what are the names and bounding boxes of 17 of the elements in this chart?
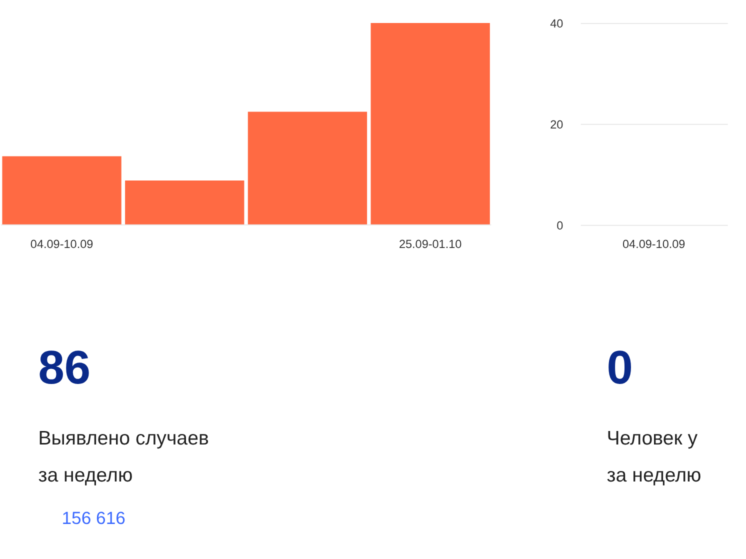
y-tick-label: 40 xyxy=(550,17,564,30)
x-tick-label: 04.09-10.09 xyxy=(30,238,94,251)
text: Выявлено случаев xyxy=(38,427,209,450)
bar xyxy=(248,112,368,225)
y-tick-label: 0 xyxy=(556,219,564,232)
text: за неделю xyxy=(38,464,133,487)
y-tick-label: 20 xyxy=(550,118,564,132)
text: за неделю xyxy=(606,464,702,487)
text: 156 616 xyxy=(62,508,126,528)
text: 86 xyxy=(38,340,91,394)
x-tick-label: 25.09-01.10 xyxy=(398,238,462,251)
x-tick-label: 04.09-10.09 xyxy=(622,238,686,251)
text: 0 xyxy=(606,340,633,394)
text: Человек у xyxy=(606,427,698,450)
bar xyxy=(370,22,490,225)
bar xyxy=(2,156,122,225)
bar xyxy=(125,180,244,225)
